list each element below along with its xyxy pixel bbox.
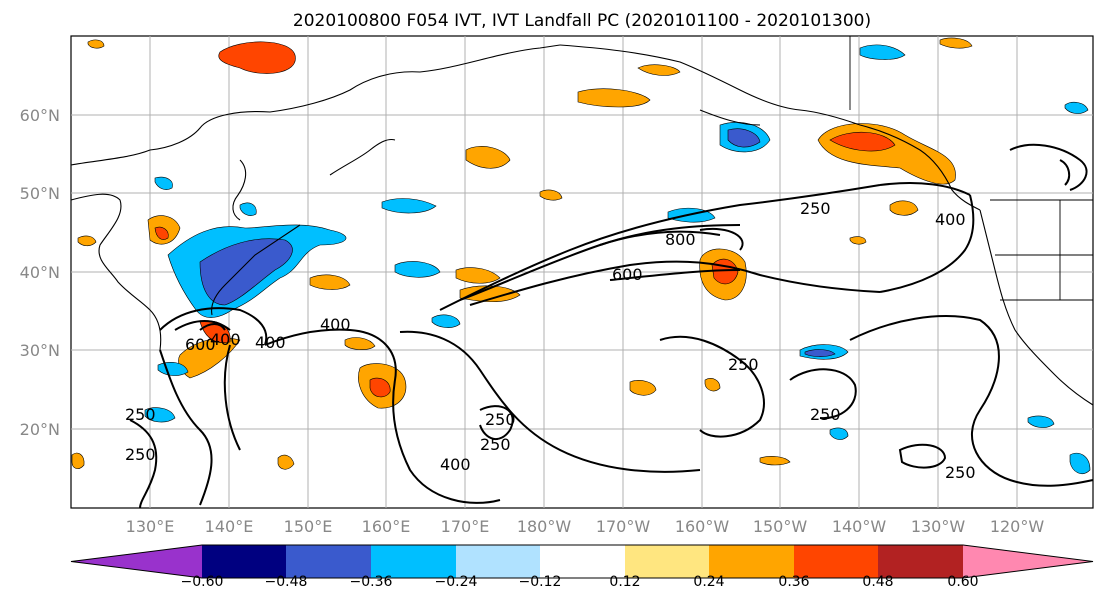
colorbar-tick-label: 0.12 — [609, 574, 640, 590]
colorbar-tick-label: 0.48 — [862, 574, 893, 590]
colorbar-segment — [625, 545, 709, 578]
borders — [849, 36, 1093, 301]
contour-label: 250 — [800, 199, 831, 218]
contour-label: 250 — [125, 405, 156, 424]
contour-label: 800 — [665, 230, 696, 249]
positive-ivt-anomaly-fill — [71, 37, 973, 470]
colorbar-segment — [456, 545, 540, 578]
contour-label: 250 — [945, 463, 976, 482]
contour-label: 600 — [612, 265, 643, 284]
colorbar-tick-labels: −0.60 −0.48 −0.36 −0.24 −0.12 0.12 0.24 … — [181, 574, 979, 590]
latitude-labels: 60°N 50°N 40°N 30°N 20°N — [20, 106, 60, 439]
contour-label: 400 — [440, 455, 471, 474]
colorbar-segment — [794, 545, 878, 578]
colorbar-tick-label: −0.60 — [181, 574, 224, 590]
map-title: 2020100800 F054 IVT, IVT Landfall PC (20… — [293, 11, 871, 31]
colorbar-tick-label: 0.60 — [947, 574, 978, 590]
lon-label: 130°W — [911, 517, 966, 536]
contour-label: 250 — [485, 410, 516, 429]
lat-label: 20°N — [20, 420, 60, 439]
lat-label: 50°N — [20, 184, 60, 203]
negative-ivt-anomaly-fill — [144, 44, 1091, 474]
lon-label: 160°W — [675, 517, 730, 536]
lon-label: 160°E — [362, 517, 411, 536]
colorbar-extend-max — [963, 545, 1093, 578]
colorbar-segment — [286, 545, 371, 578]
contour-label-group: 250 400 600 800 250 400 250 250 400 250 … — [125, 199, 976, 482]
lon-label: 140°E — [205, 517, 254, 536]
colorbar-tick-label: −0.24 — [435, 574, 478, 590]
colorbar-tick-label: 0.36 — [778, 574, 809, 590]
contour-label: 400 — [210, 330, 241, 349]
lon-label: 120°W — [990, 517, 1045, 536]
lat-label: 60°N — [20, 106, 60, 125]
lon-label: 140°W — [832, 517, 887, 536]
colorbar-tick-label: −0.36 — [350, 574, 393, 590]
colorbar-segment — [709, 545, 794, 578]
lon-label: 170°W — [596, 517, 651, 536]
lon-label: 150°E — [284, 517, 333, 536]
colorbar-segment — [540, 545, 625, 578]
colorbar-extend-min — [71, 545, 202, 578]
coastlines — [70, 44, 1094, 406]
colorbar — [70, 544, 1094, 579]
lon-label: 150°W — [753, 517, 808, 536]
contour-label: 400 — [935, 210, 966, 229]
colorbar-tick-label: 0.24 — [693, 574, 724, 590]
contour-label: 250 — [125, 445, 156, 464]
colorbar-segment — [371, 545, 456, 578]
ivt-contours — [129, 143, 1094, 509]
contour-label: 600 — [185, 335, 216, 354]
contour-label: 250 — [728, 355, 759, 374]
lon-label: 180°W — [517, 517, 572, 536]
lon-label: 130°E — [126, 517, 175, 536]
colorbar-tick-label: −0.48 — [265, 574, 308, 590]
contour-label: 250 — [480, 435, 511, 454]
lat-label: 40°N — [20, 263, 60, 282]
map-panel: 250 400 600 800 250 400 250 250 400 250 … — [70, 35, 1094, 509]
colorbar-outline — [70, 544, 1094, 579]
contour-label: 250 — [810, 405, 841, 424]
contour-label: 400 — [255, 333, 286, 352]
longitude-labels: 130°E 140°E 150°E 160°E 170°E 180°W 170°… — [126, 517, 1045, 536]
lat-label: 30°N — [20, 341, 60, 360]
colorbar-tick-label: −0.12 — [519, 574, 562, 590]
colorbar-segment — [202, 545, 286, 578]
contour-label: 400 — [320, 315, 351, 334]
lon-label: 170°E — [441, 517, 490, 536]
colorbar-segment — [878, 545, 963, 578]
